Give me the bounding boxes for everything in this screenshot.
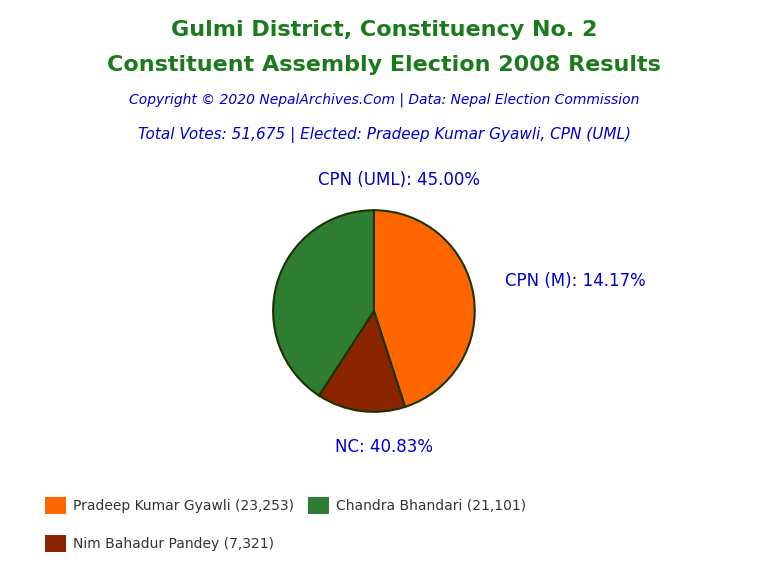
Text: NC: 40.83%: NC: 40.83% bbox=[335, 438, 433, 456]
Legend: Nim Bahadur Pandey (7,321): Nim Bahadur Pandey (7,321) bbox=[45, 535, 274, 552]
Text: Copyright © 2020 NepalArchives.Com | Data: Nepal Election Commission: Copyright © 2020 NepalArchives.Com | Dat… bbox=[129, 92, 639, 107]
Wedge shape bbox=[374, 210, 475, 407]
Text: Constituent Assembly Election 2008 Results: Constituent Assembly Election 2008 Resul… bbox=[107, 55, 661, 75]
Wedge shape bbox=[273, 210, 374, 396]
Text: Gulmi District, Constituency No. 2: Gulmi District, Constituency No. 2 bbox=[170, 20, 598, 40]
Wedge shape bbox=[319, 311, 405, 412]
Text: CPN (UML): 45.00%: CPN (UML): 45.00% bbox=[319, 171, 481, 189]
Text: Total Votes: 51,675 | Elected: Pradeep Kumar Gyawli, CPN (UML): Total Votes: 51,675 | Elected: Pradeep K… bbox=[137, 127, 631, 143]
Text: CPN (M): 14.17%: CPN (M): 14.17% bbox=[505, 272, 646, 290]
Legend: Pradeep Kumar Gyawli (23,253), Chandra Bhandari (21,101): Pradeep Kumar Gyawli (23,253), Chandra B… bbox=[45, 498, 526, 514]
